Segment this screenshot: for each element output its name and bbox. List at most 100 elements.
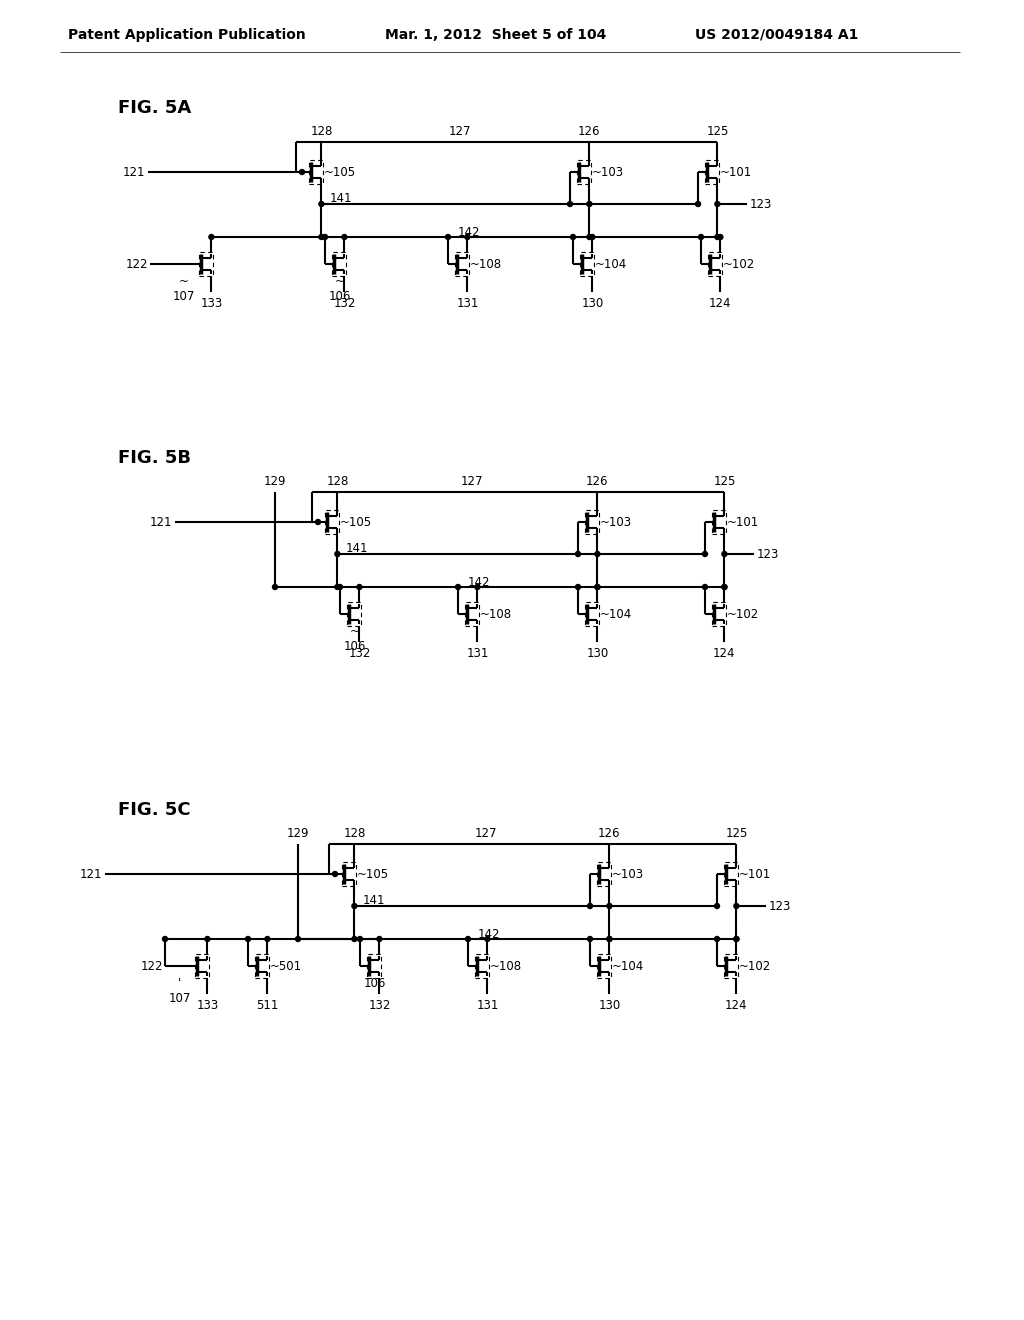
Text: ~102: ~102 xyxy=(738,960,771,973)
Bar xyxy=(712,602,726,626)
Circle shape xyxy=(702,585,708,590)
Text: ~103: ~103 xyxy=(592,165,624,178)
Circle shape xyxy=(588,936,593,941)
Text: 128: 128 xyxy=(310,125,333,139)
Circle shape xyxy=(734,903,739,908)
Text: ~101: ~101 xyxy=(720,165,752,178)
Circle shape xyxy=(205,936,210,941)
Text: 132: 132 xyxy=(333,297,355,310)
Circle shape xyxy=(715,936,720,941)
Circle shape xyxy=(335,552,340,557)
Bar xyxy=(724,862,738,886)
Text: ~108: ~108 xyxy=(479,607,512,620)
Circle shape xyxy=(570,235,575,239)
Bar xyxy=(712,511,726,533)
Text: 142: 142 xyxy=(458,226,480,239)
Text: 141: 141 xyxy=(330,193,352,206)
Circle shape xyxy=(722,585,727,590)
Bar xyxy=(705,161,720,183)
Bar xyxy=(708,252,722,276)
Text: 129: 129 xyxy=(264,475,287,488)
Circle shape xyxy=(722,552,727,557)
Text: 125: 125 xyxy=(713,475,735,488)
Text: 128: 128 xyxy=(343,828,366,840)
Circle shape xyxy=(607,936,612,941)
Text: 132: 132 xyxy=(369,999,390,1012)
Circle shape xyxy=(209,235,214,239)
Text: ~102: ~102 xyxy=(726,607,759,620)
Circle shape xyxy=(246,936,251,941)
Text: 125: 125 xyxy=(725,828,748,840)
Circle shape xyxy=(575,585,581,590)
Text: 127: 127 xyxy=(449,125,471,139)
Bar xyxy=(597,954,611,978)
Text: ~105: ~105 xyxy=(339,516,372,528)
Circle shape xyxy=(734,936,739,941)
Bar xyxy=(347,602,361,626)
Text: FIG. 5A: FIG. 5A xyxy=(118,99,191,117)
Text: ~104: ~104 xyxy=(594,257,627,271)
Text: ~102: ~102 xyxy=(722,257,755,271)
Bar xyxy=(465,602,479,626)
Text: ~104: ~104 xyxy=(611,960,644,973)
Circle shape xyxy=(357,585,361,590)
Circle shape xyxy=(734,936,739,941)
Bar xyxy=(585,602,599,626)
Bar xyxy=(597,862,611,886)
Bar xyxy=(455,252,469,276)
Text: FIG. 5C: FIG. 5C xyxy=(118,801,190,818)
Circle shape xyxy=(702,552,708,557)
Circle shape xyxy=(595,552,600,557)
Circle shape xyxy=(338,585,342,590)
Bar xyxy=(342,862,356,886)
Text: ~105: ~105 xyxy=(324,165,355,178)
Circle shape xyxy=(335,585,340,590)
Text: 511: 511 xyxy=(256,999,279,1012)
Text: 126: 126 xyxy=(579,125,601,139)
Text: ~108: ~108 xyxy=(489,960,521,973)
Circle shape xyxy=(333,871,338,876)
Text: Patent Application Publication: Patent Application Publication xyxy=(68,28,306,42)
Bar xyxy=(475,954,489,978)
Bar xyxy=(255,954,269,978)
Circle shape xyxy=(465,235,470,239)
Circle shape xyxy=(323,235,328,239)
Text: 131: 131 xyxy=(466,647,488,660)
Text: 127: 127 xyxy=(475,828,498,840)
Circle shape xyxy=(718,235,723,239)
Circle shape xyxy=(318,235,324,239)
Text: 121: 121 xyxy=(80,867,102,880)
Text: 133: 133 xyxy=(201,297,222,310)
Circle shape xyxy=(590,235,595,239)
Text: 130: 130 xyxy=(582,297,603,310)
Text: 125: 125 xyxy=(707,125,729,139)
Text: 126: 126 xyxy=(586,475,608,488)
Text: ~103: ~103 xyxy=(599,516,632,528)
Circle shape xyxy=(567,202,572,206)
Text: ~101: ~101 xyxy=(738,867,771,880)
Circle shape xyxy=(315,520,321,524)
Circle shape xyxy=(456,585,461,590)
Text: Mar. 1, 2012  Sheet 5 of 104: Mar. 1, 2012 Sheet 5 of 104 xyxy=(385,28,606,42)
Text: 106: 106 xyxy=(364,977,386,990)
Text: 121: 121 xyxy=(150,516,172,528)
Bar xyxy=(585,511,599,533)
Circle shape xyxy=(272,585,278,590)
Text: ~108: ~108 xyxy=(469,257,502,271)
Text: 122: 122 xyxy=(140,960,163,973)
Text: 124: 124 xyxy=(710,297,732,310)
Text: 131: 131 xyxy=(457,297,478,310)
Circle shape xyxy=(722,585,727,590)
Text: 130: 130 xyxy=(587,647,608,660)
Text: 123: 123 xyxy=(750,198,772,210)
Bar xyxy=(309,161,324,183)
Text: 123: 123 xyxy=(757,548,779,561)
Text: 142: 142 xyxy=(477,928,500,940)
Text: 124: 124 xyxy=(713,647,735,660)
Circle shape xyxy=(695,202,700,206)
Bar xyxy=(325,511,339,533)
Circle shape xyxy=(698,235,703,239)
Text: 130: 130 xyxy=(598,999,621,1012)
Circle shape xyxy=(587,202,592,206)
Circle shape xyxy=(485,936,489,941)
